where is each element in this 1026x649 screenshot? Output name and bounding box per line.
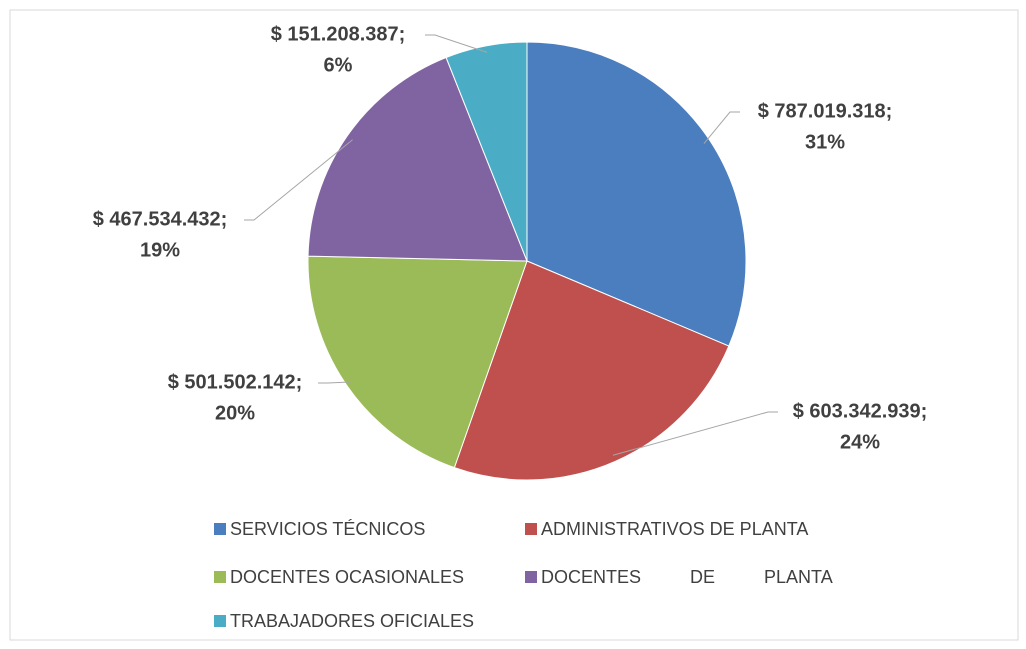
leader-line	[318, 381, 353, 384]
legend-label: DOCENTES OCASIONALES	[230, 567, 464, 587]
data-label: $ 501.502.142;	[168, 371, 303, 393]
data-label: $ 151.208.387;	[271, 23, 406, 45]
legend-label: TRABAJADORES OFICIALES	[230, 611, 474, 631]
legend-swatch	[214, 523, 226, 535]
percent-label: 6%	[324, 54, 353, 76]
data-label: $ 603.342.939;	[793, 400, 928, 422]
percent-label: 31%	[805, 131, 845, 153]
percent-label: 20%	[215, 402, 255, 424]
pie-slice	[307, 56, 528, 262]
pie-slice	[307, 255, 528, 469]
legend-swatch	[525, 523, 537, 535]
data-label: $ 787.019.318;	[758, 100, 893, 122]
legend-swatch	[214, 571, 226, 583]
pie-slice	[526, 41, 747, 347]
pie-slice	[445, 41, 528, 262]
percent-label: 24%	[840, 431, 880, 453]
pie-slice	[453, 260, 730, 481]
percent-label: 19%	[140, 239, 180, 261]
leader-line	[425, 34, 488, 53]
leader-line	[703, 111, 740, 144]
legend-label: ADMINISTRATIVOS DE PLANTA	[541, 519, 808, 539]
leader-line	[244, 139, 353, 221]
legend-label: DOCENTES DE PLANTA	[541, 567, 833, 587]
legend-swatch	[214, 615, 226, 627]
leader-line	[612, 411, 778, 456]
legend-swatch	[525, 571, 537, 583]
data-label: $ 467.534.432;	[93, 208, 228, 230]
legend-label: SERVICIOS TÉCNICOS	[230, 519, 425, 539]
